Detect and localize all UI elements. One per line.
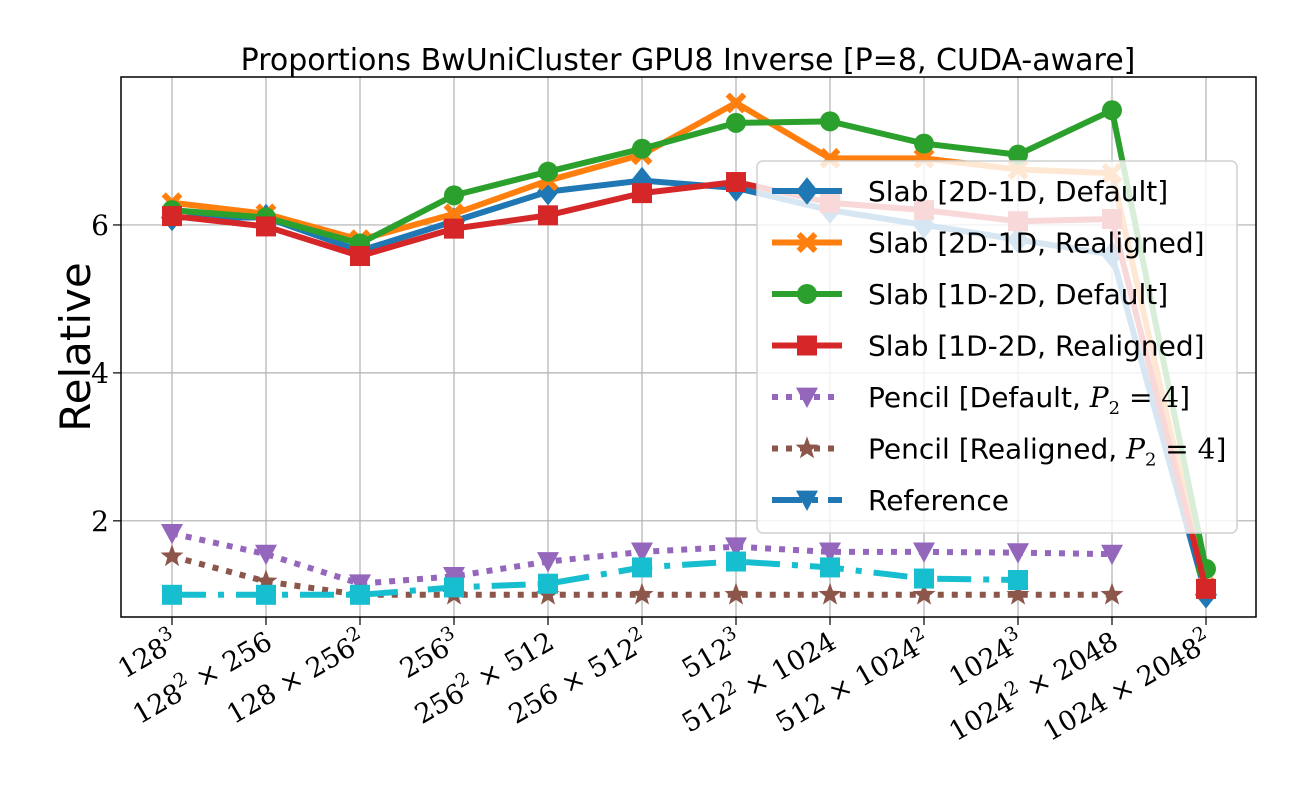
data-point <box>914 568 934 589</box>
data-point <box>725 537 747 558</box>
data-point <box>913 542 935 563</box>
data-point <box>350 246 370 267</box>
y-axis-label: Relative <box>51 262 100 431</box>
data-point <box>538 205 558 226</box>
legend: Slab [2D-1D, Default] Slab [2D-1D, Realig… <box>756 160 1238 534</box>
data-point <box>444 577 464 598</box>
y-tick-label: 6 <box>91 209 109 242</box>
series-line <box>171 553 1112 598</box>
legend-label: Slab [2D-1D, Default] <box>868 175 1168 208</box>
data-point <box>819 542 841 563</box>
legend-marker <box>795 436 819 459</box>
series-line <box>172 558 1019 598</box>
data-point <box>820 111 840 132</box>
data-point <box>631 542 653 563</box>
legend-label: Slab [2D-1D, Realigned] <box>868 227 1205 260</box>
data-point <box>1102 100 1122 121</box>
data-point <box>444 218 464 239</box>
data-point <box>256 584 276 605</box>
data-point <box>444 185 464 206</box>
data-point <box>1101 544 1123 566</box>
legend-label: Slab [1D-2D, Realigned] <box>868 330 1205 363</box>
legend-label: Slab [1D-2D, Default] <box>868 278 1168 311</box>
data-point <box>537 552 559 573</box>
series-line <box>171 107 1209 570</box>
data-point <box>632 183 652 204</box>
data-point <box>726 112 746 133</box>
x-tick-label: 5123​ <box>674 622 747 685</box>
data-point <box>1008 570 1028 591</box>
data-point <box>538 573 558 594</box>
data-point <box>254 569 278 592</box>
data-point <box>161 524 183 545</box>
data-point <box>818 582 842 605</box>
chart-title: Proportions BwUniCluster GPU8 Inverse [P… <box>241 43 1136 78</box>
data-point <box>1100 582 1124 605</box>
legend-marker <box>797 284 817 304</box>
data-point <box>538 161 558 182</box>
legend-label: Reference <box>868 484 1009 517</box>
data-point <box>630 582 654 605</box>
series-5 <box>161 524 1123 595</box>
data-point <box>1007 543 1029 564</box>
data-point <box>632 557 652 578</box>
legend-label: Pencil [Default, P2 = 4] <box>868 381 1190 419</box>
data-point <box>443 566 465 588</box>
data-point <box>725 92 747 114</box>
legend-marker <box>796 177 818 205</box>
data-point <box>632 138 652 159</box>
series-3 <box>162 100 1216 579</box>
legend-box <box>756 160 1238 534</box>
data-point <box>912 582 936 605</box>
data-point <box>914 133 934 154</box>
data-point <box>1006 582 1030 605</box>
data-point <box>1008 144 1028 165</box>
data-point <box>726 551 746 572</box>
legend-marker <box>796 232 818 253</box>
legend-label: Pencil [Realigned, P2 = 4] <box>868 433 1226 471</box>
data-point <box>350 584 370 605</box>
legend-marker <box>796 490 818 511</box>
data-point <box>1196 578 1216 599</box>
series-7 <box>162 551 1028 605</box>
y-tick-label: 4 <box>91 357 109 390</box>
data-point <box>160 544 184 567</box>
y-tick-label: 2 <box>91 505 109 538</box>
plot-frame <box>120 76 1257 618</box>
data-point <box>724 582 748 605</box>
legend-marker <box>797 335 817 356</box>
data-point <box>162 206 182 227</box>
data-point <box>726 172 746 193</box>
data-point <box>256 216 276 237</box>
data-point <box>255 544 277 566</box>
data-point <box>820 557 840 578</box>
data-point <box>162 584 182 605</box>
legend-marker <box>796 387 818 408</box>
